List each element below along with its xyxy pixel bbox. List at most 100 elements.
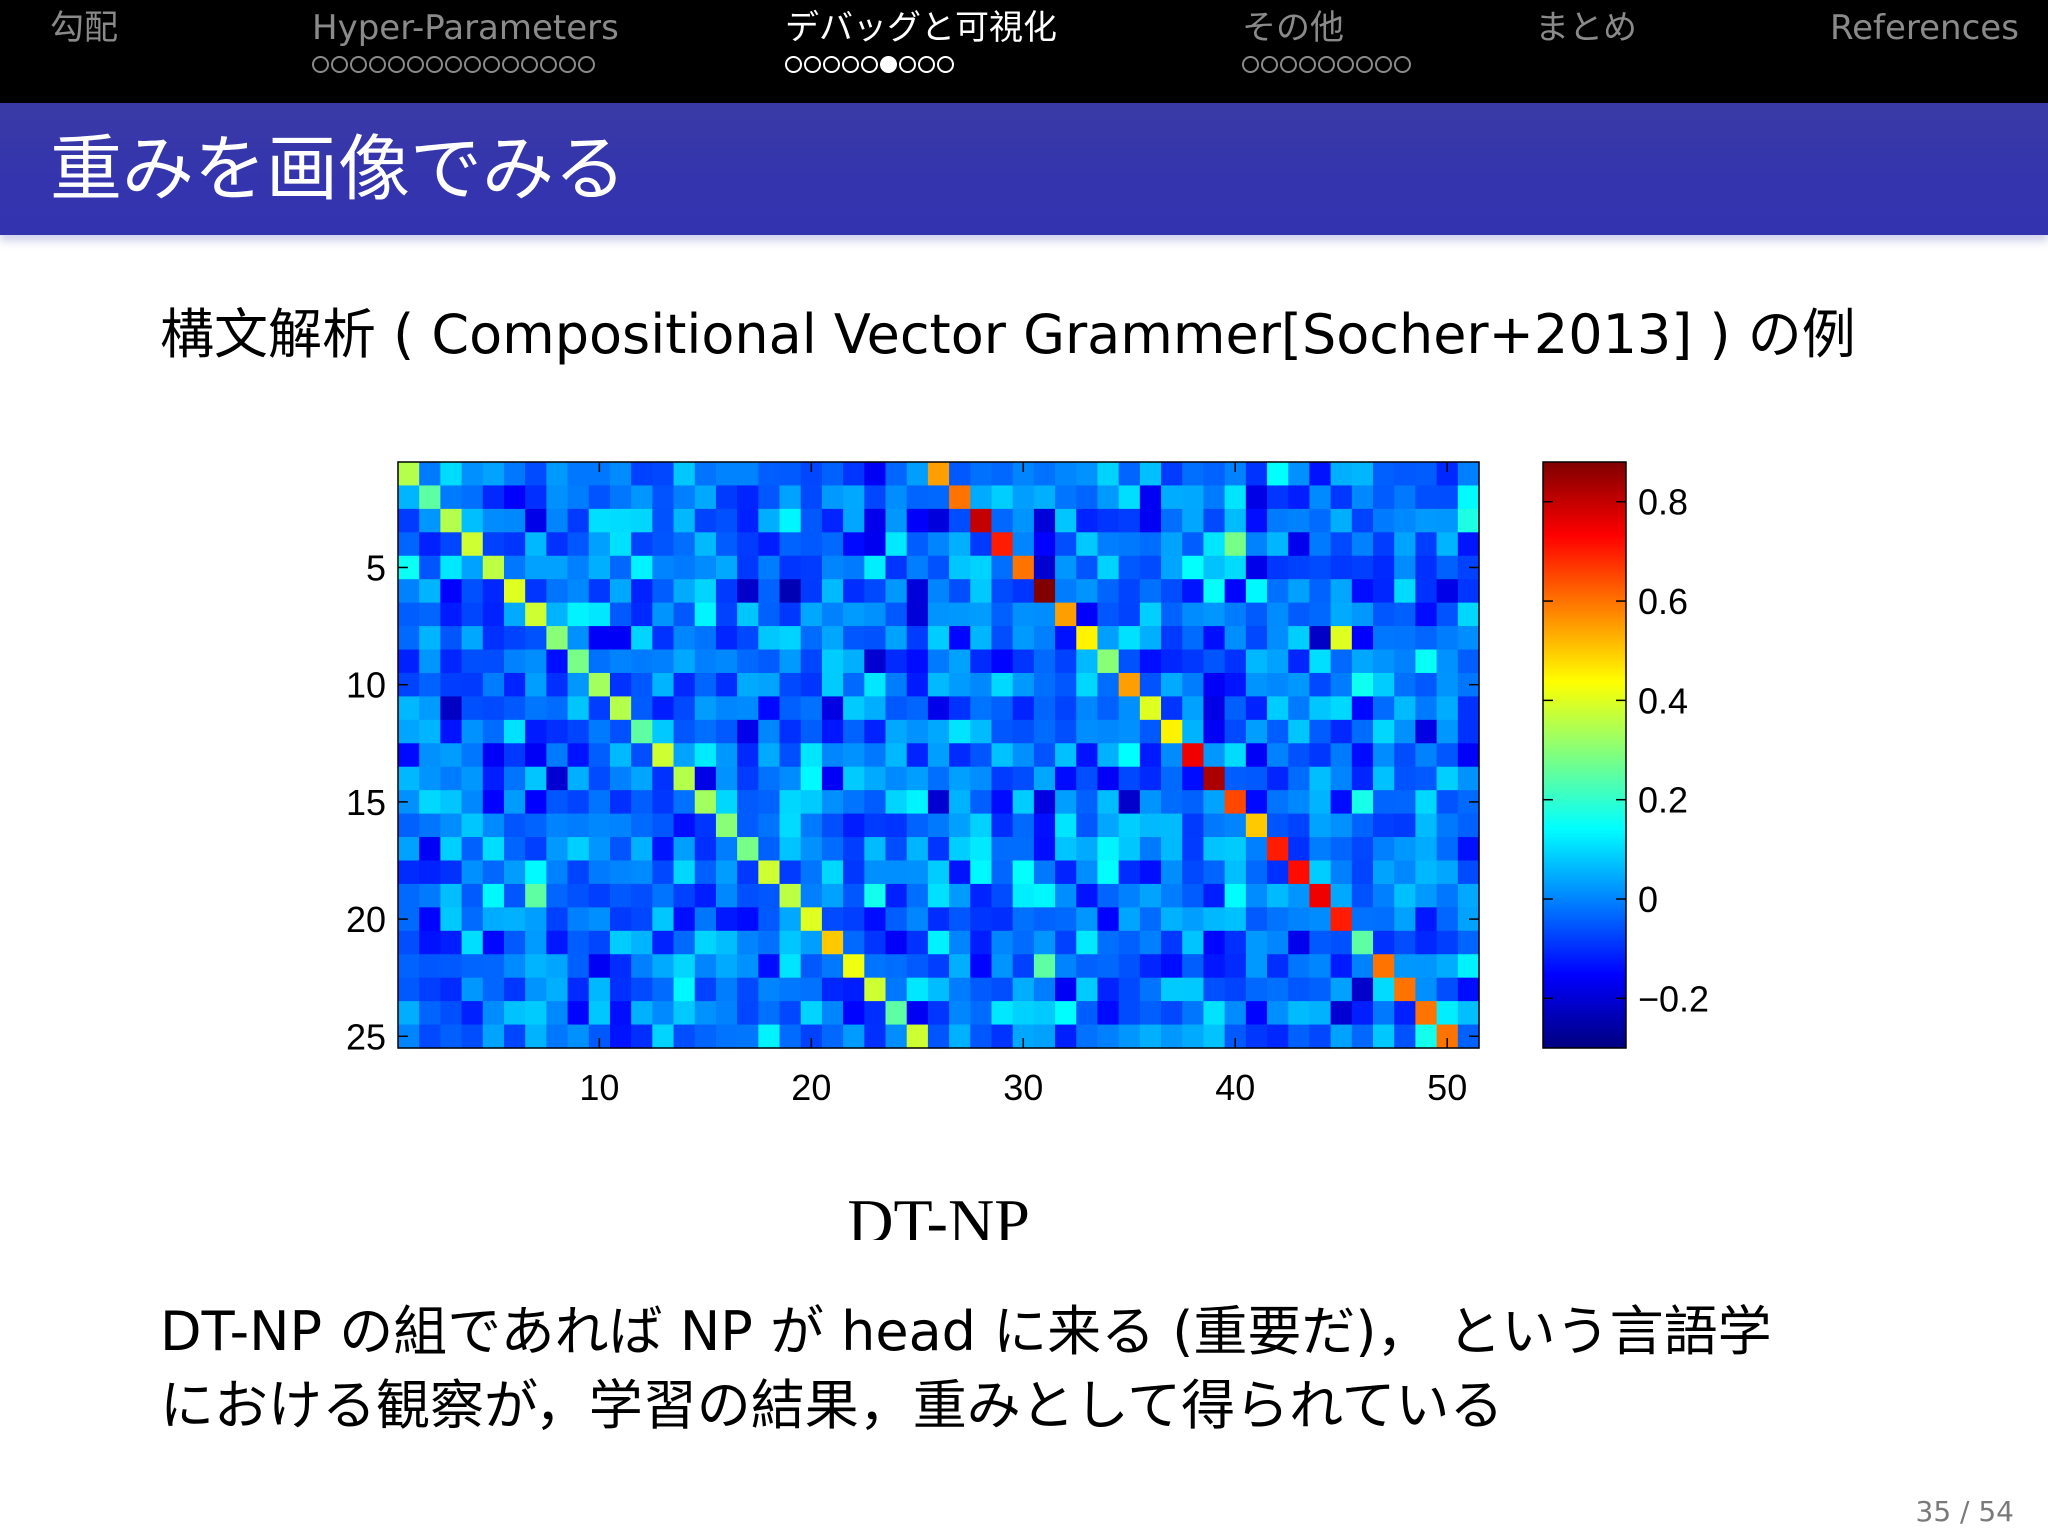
nav-slide-dot[interactable]: [521, 56, 538, 73]
heatmap-cell: [1203, 1001, 1226, 1026]
nav-section-title[interactable]: その他: [1242, 8, 1344, 48]
heatmap-cell: [546, 696, 569, 721]
heatmap-cell: [1351, 555, 1374, 580]
nav-slide-dot[interactable]: [1375, 56, 1392, 73]
nav-slide-dot[interactable]: [861, 56, 878, 73]
nav-slide-dot[interactable]: [426, 56, 443, 73]
heatmap-cell: [885, 602, 908, 627]
nav-slide-dot[interactable]: [1318, 56, 1335, 73]
heatmap-cell: [1267, 1024, 1289, 1049]
heatmap-cell: [1373, 649, 1395, 674]
heatmap-cell: [588, 883, 611, 908]
heatmap-cell: [758, 813, 781, 838]
nav-section-title[interactable]: Hyper-Parameters: [312, 8, 619, 48]
nav-slide-dot[interactable]: [918, 56, 935, 73]
nav-slide-dot[interactable]: [1337, 56, 1354, 73]
nav-slide-dot[interactable]: [388, 56, 405, 73]
nav-slide-dot[interactable]: [1299, 56, 1316, 73]
nav-slide-dot[interactable]: [350, 56, 367, 73]
heatmap-cell: [1288, 649, 1311, 674]
nav-slide-dot[interactable]: [785, 56, 802, 73]
heatmap-cell: [1394, 907, 1417, 932]
heatmap-cell: [461, 649, 484, 674]
heatmap-cell: [1076, 485, 1099, 510]
heatmap-cell: [631, 790, 653, 815]
nav-slide-dot[interactable]: [1261, 56, 1278, 73]
heatmap-cell: [1415, 766, 1438, 791]
colorbar-ticks: −0.2 0 0.2 0.4 0.6 0.8: [1543, 482, 1709, 1019]
heatmap-cell: [1436, 672, 1459, 697]
nav-slide-dot[interactable]: [464, 56, 481, 73]
nav-slide-dot[interactable]: [331, 56, 348, 73]
nav-section-title[interactable]: まとめ: [1535, 8, 1637, 48]
nav-section-2[interactable]: Hyper-Parameters: [312, 8, 619, 76]
heatmap-cell: [885, 977, 908, 1002]
heatmap-cell: [673, 930, 696, 955]
nav-slide-dot[interactable]: [578, 56, 595, 73]
heatmap-cell: [885, 532, 908, 557]
heatmap-cell: [1330, 930, 1353, 955]
heatmap-cell: [758, 555, 781, 580]
nav-slide-dot[interactable]: [1242, 56, 1259, 73]
nav-slide-dot[interactable]: [483, 56, 500, 73]
heatmap-cell: [1457, 954, 1480, 979]
heatmap-cell: [1033, 579, 1056, 604]
heatmap-cell: [588, 462, 611, 487]
heatmap-cell: [906, 508, 929, 533]
nav-slide-dot[interactable]: [369, 56, 386, 73]
nav-slide-dot[interactable]: [804, 56, 821, 73]
nav-section-6[interactable]: References: [1830, 8, 2019, 48]
nav-section-4[interactable]: その他: [1242, 8, 1411, 76]
heatmap-cell: [631, 555, 653, 580]
heatmap-cell: [609, 579, 632, 604]
nav-slide-dot[interactable]: [1394, 56, 1411, 73]
heatmap-cell: [1330, 1024, 1353, 1049]
heatmap-cell: [1330, 766, 1353, 791]
heatmap-cell: [1033, 930, 1056, 955]
heatmap-cell: [546, 743, 569, 768]
heatmap-cell: [1394, 813, 1417, 838]
heatmap-cell: [440, 579, 463, 604]
heatmap-cell: [1309, 837, 1332, 862]
nav-slide-dot[interactable]: [823, 56, 840, 73]
nav-slide-dot[interactable]: [1280, 56, 1297, 73]
heatmap-cell: [1351, 790, 1374, 815]
nav-slide-dot[interactable]: [559, 56, 576, 73]
heatmap-cell: [1267, 462, 1289, 487]
heatmap-cell: [1245, 1024, 1268, 1049]
nav-slide-dot[interactable]: [899, 56, 916, 73]
heatmap-cell: [1097, 1024, 1120, 1049]
heatmap-cell: [737, 813, 759, 838]
nav-section-title[interactable]: References: [1830, 8, 2019, 48]
heatmap-cell: [631, 954, 653, 979]
nav-slide-dot[interactable]: [880, 56, 897, 73]
heatmap-cell: [1097, 649, 1120, 674]
heatmap-cell: [1139, 837, 1162, 862]
heatmap-cell: [1330, 672, 1353, 697]
nav-section-title[interactable]: 勾配: [50, 8, 118, 48]
nav-slide-dot[interactable]: [842, 56, 859, 73]
heatmap-cell: [440, 462, 463, 487]
heatmap-cell: [503, 462, 526, 487]
heatmap-cell: [694, 977, 717, 1002]
nav-section-3[interactable]: デバッグと可視化: [785, 8, 1057, 76]
heatmap-cell: [1224, 579, 1247, 604]
heatmap-cell: [1245, 1001, 1268, 1026]
nav-slide-dot[interactable]: [1356, 56, 1373, 73]
nav-slide-dot[interactable]: [445, 56, 462, 73]
heatmap-cell: [1267, 626, 1289, 651]
nav-slide-dot[interactable]: [407, 56, 424, 73]
heatmap-cell: [1330, 532, 1353, 557]
heatmap-cell: [821, 696, 844, 721]
heatmap-cell: [885, 696, 908, 721]
nav-section-title[interactable]: デバッグと可視化: [785, 8, 1057, 48]
heatmap-cell: [737, 766, 759, 791]
nav-slide-dot[interactable]: [502, 56, 519, 73]
nav-slide-dot[interactable]: [312, 56, 329, 73]
heatmap-cell: [546, 790, 569, 815]
nav-slide-dot[interactable]: [540, 56, 557, 73]
heatmap-cell: [1012, 696, 1035, 721]
nav-slide-dot[interactable]: [937, 56, 954, 73]
nav-section-1[interactable]: 勾配: [50, 8, 118, 48]
nav-section-5[interactable]: まとめ: [1535, 8, 1637, 48]
